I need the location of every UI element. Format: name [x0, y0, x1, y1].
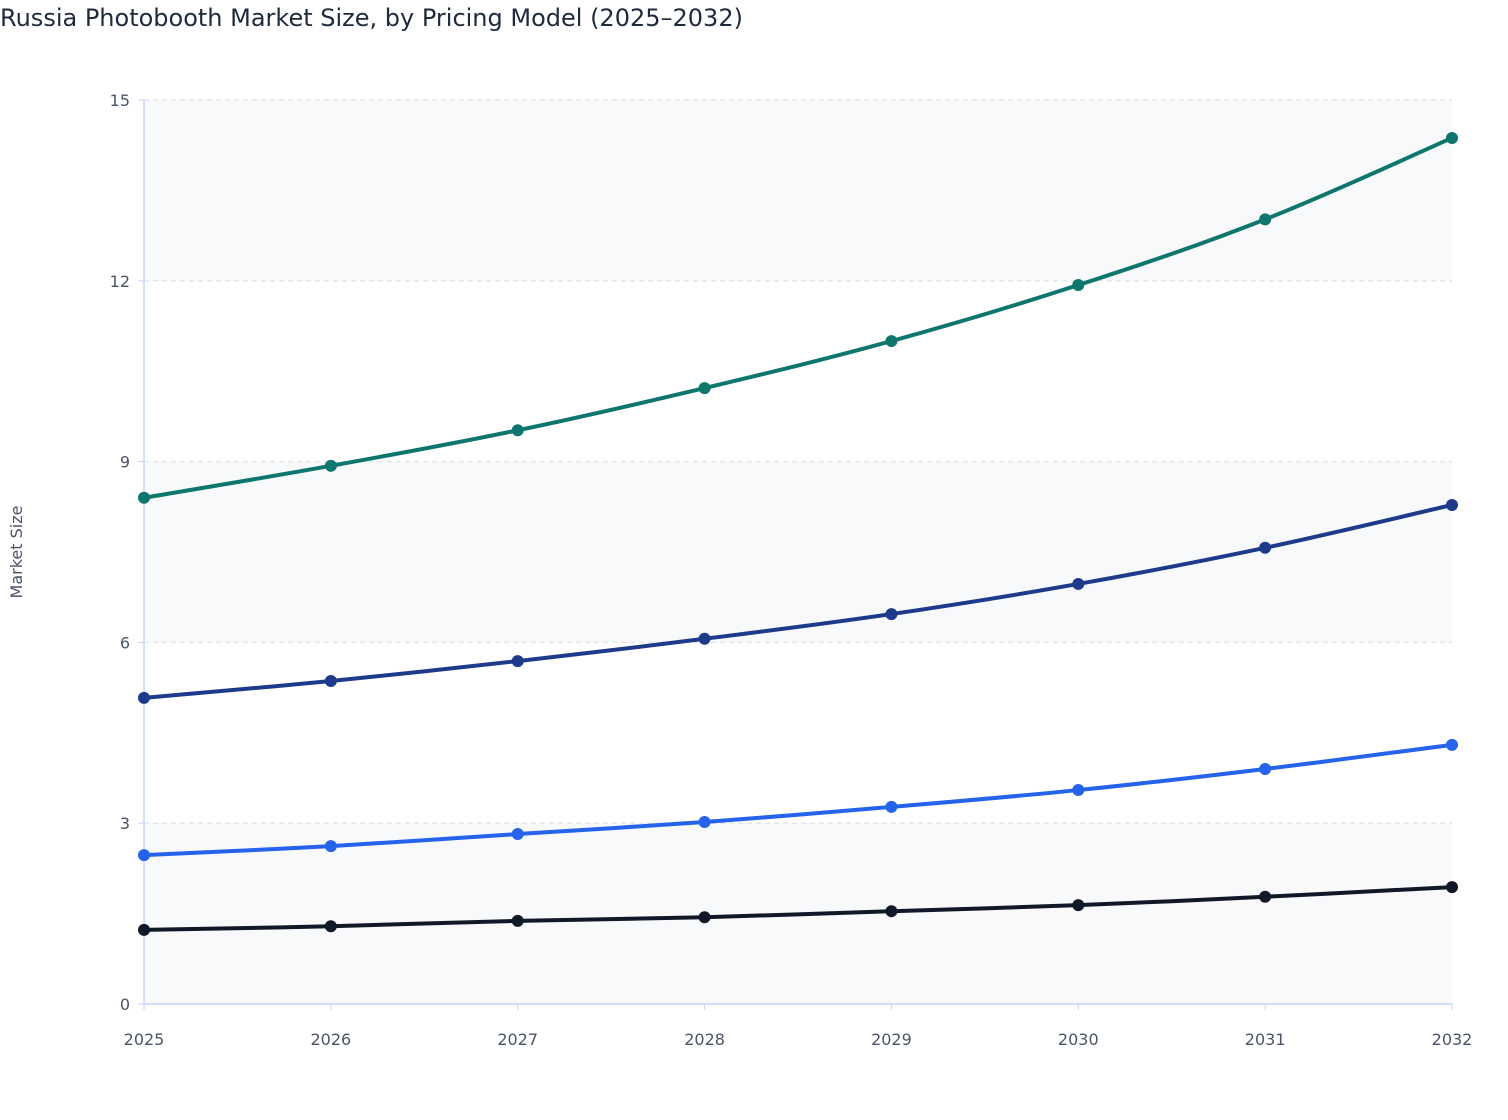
data-point [1446, 498, 1458, 511]
data-point [138, 491, 150, 504]
data-point [698, 382, 711, 395]
data-point [324, 920, 337, 933]
plot-band [144, 100, 1452, 281]
plot-bands [144, 100, 1452, 1004]
x-tick-label: 2030 [1058, 1030, 1099, 1049]
y-tick-label: 15 [110, 91, 130, 110]
y-tick-label: 12 [110, 272, 130, 291]
plot-band [144, 461, 1452, 643]
data-point [1072, 784, 1085, 797]
data-point [1072, 899, 1085, 912]
x-tick-label: 2031 [1245, 1030, 1286, 1049]
y-tick-label: 6 [120, 633, 130, 652]
data-point [324, 674, 337, 687]
data-point [1446, 881, 1458, 894]
data-point [511, 828, 524, 841]
data-point [698, 632, 711, 645]
x-tick-label: 2028 [684, 1030, 725, 1049]
data-point [324, 459, 337, 472]
data-point [885, 335, 898, 348]
x-tick-label: 2026 [310, 1030, 351, 1049]
chart-title: Russia Photobooth Market Size, by Pricin… [0, 4, 743, 32]
x-tick-label: 2032 [1432, 1030, 1473, 1049]
data-point [1446, 131, 1458, 144]
data-point [511, 655, 524, 668]
y-tick-label: 0 [120, 995, 130, 1014]
data-point [1072, 577, 1085, 590]
data-point [1259, 541, 1272, 554]
data-point [1072, 279, 1085, 292]
data-point [511, 914, 524, 927]
series-line-1 [142, 135, 1454, 500]
y-tick-label: 9 [120, 453, 130, 472]
y-axis-label: Market Size [7, 506, 26, 599]
data-point [1259, 762, 1272, 775]
data-point [1446, 738, 1458, 751]
data-point [324, 840, 337, 853]
series-line-4 [142, 885, 1454, 932]
series-lines [138, 131, 1458, 936]
y-tick-label: 3 [120, 814, 130, 833]
x-tick-label: 2027 [497, 1030, 538, 1049]
x-tick-label: 2025 [124, 1030, 165, 1049]
gridlines [144, 99, 1452, 824]
data-point [1259, 890, 1272, 903]
data-point [698, 911, 711, 924]
data-point [138, 849, 150, 862]
data-point [138, 923, 150, 936]
data-point [511, 424, 524, 437]
data-point [698, 815, 711, 828]
series-line-3 [142, 742, 1454, 858]
x-tick-label: 2029 [871, 1030, 912, 1049]
axes: 0 3 6 9 12 15 2025 2026 2027 2028 2029 2030 2031 2032 [110, 91, 1473, 1049]
data-point [885, 800, 898, 813]
series-line-2 [142, 502, 1454, 700]
data-point [138, 691, 150, 704]
data-point [885, 608, 898, 621]
data-point [1259, 213, 1272, 226]
data-point [885, 905, 898, 918]
